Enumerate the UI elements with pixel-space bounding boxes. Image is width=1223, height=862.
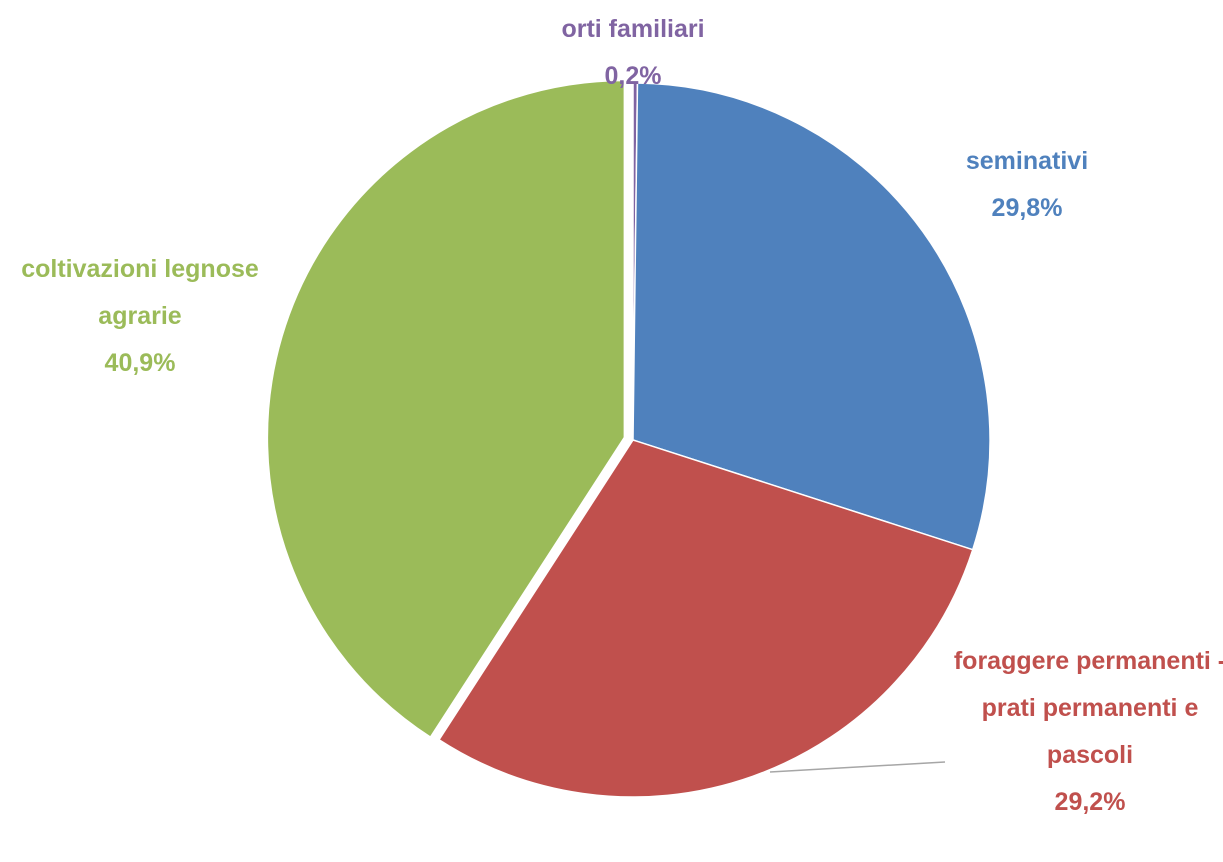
category-label: coltivazioni legnose agrarie: [21, 255, 259, 330]
value-label: 0,2%: [604, 62, 662, 90]
value-label: 29,2%: [1054, 788, 1126, 816]
value-label: 40,9%: [104, 349, 176, 377]
category-label: seminativi: [965, 147, 1089, 175]
pie-slice: [266, 79, 626, 739]
pie-slice: [632, 82, 991, 551]
leader-line: [769, 761, 946, 773]
category-label: foraggere permanenti - prati permanenti …: [953, 647, 1223, 769]
data-label: seminativi 29,8%: [877, 138, 1177, 232]
data-label: orti familiari 0,2%: [483, 6, 783, 100]
value-label: 29,8%: [991, 194, 1063, 222]
pie-slice: [438, 439, 974, 798]
data-label: foraggere permanenti - prati permanenti …: [950, 638, 1223, 826]
data-label: coltivazioni legnose agrarie 40,9%: [10, 246, 270, 387]
category-label: orti familiari: [561, 15, 705, 43]
